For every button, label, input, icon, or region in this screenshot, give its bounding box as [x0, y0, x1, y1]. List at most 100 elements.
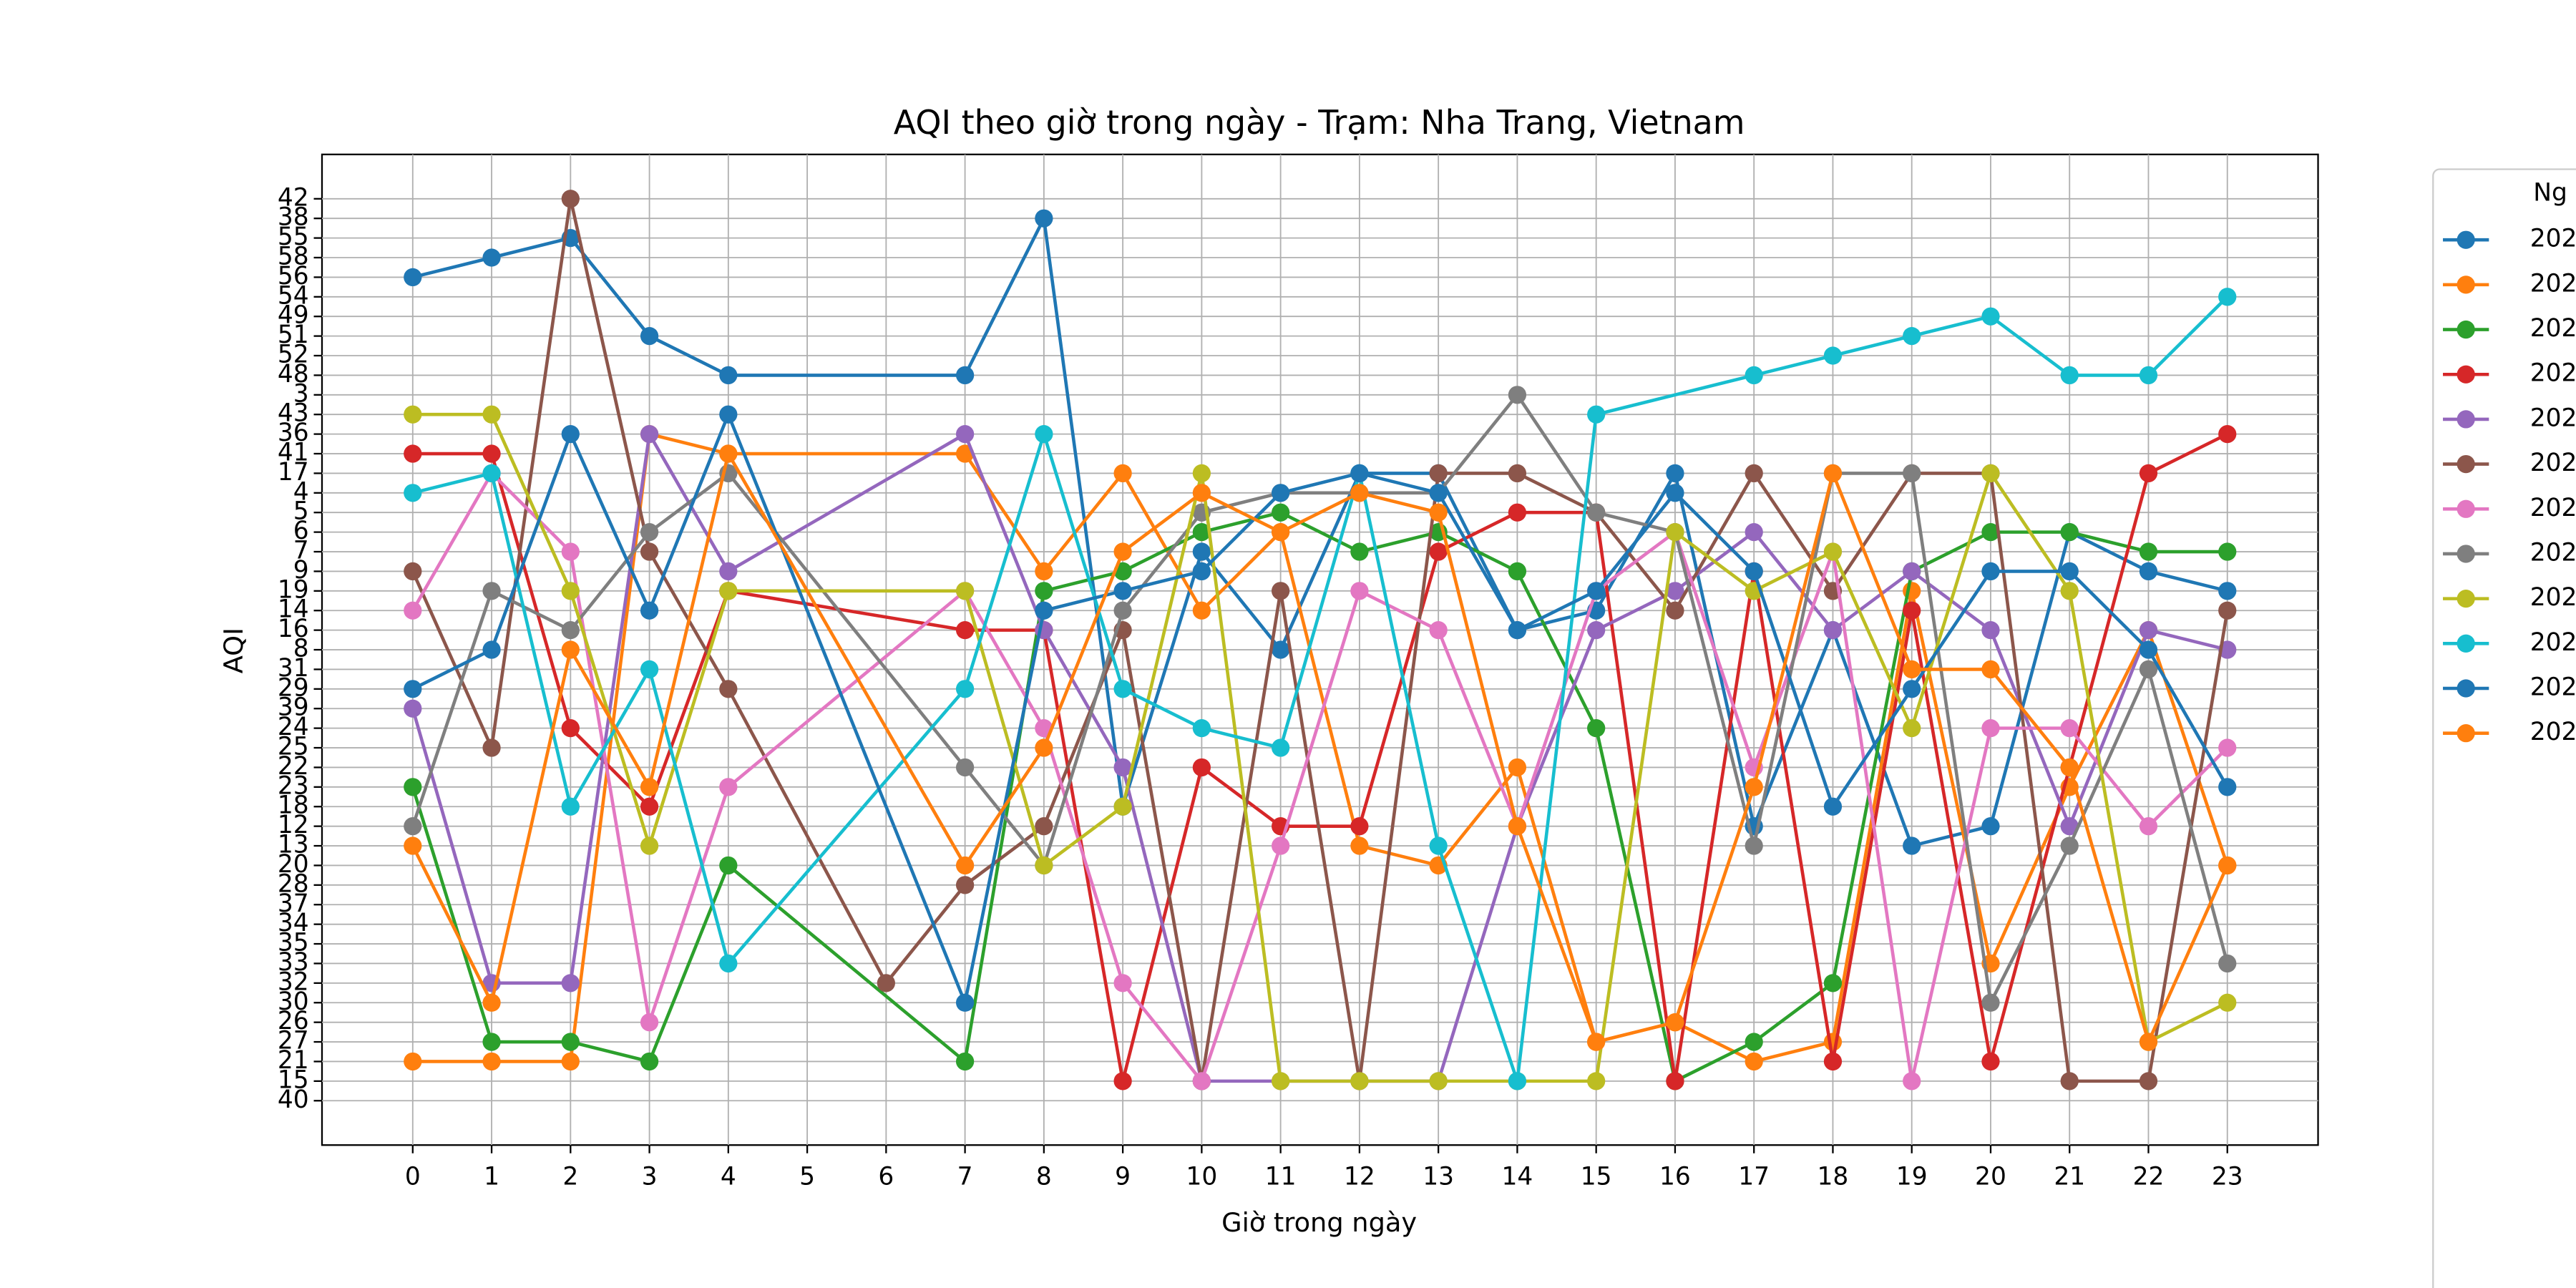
point [404, 836, 422, 855]
point [2060, 582, 2079, 600]
point [2139, 640, 2158, 659]
y-tick-label: 13 [278, 831, 309, 859]
y-tick-label: 16 [278, 615, 309, 643]
point [561, 719, 580, 738]
point [640, 601, 659, 620]
y-tick-label: 40 [278, 1085, 309, 1114]
point [1035, 424, 1053, 444]
y-tick-label: 23 [278, 771, 309, 800]
y-tick-label: 5 [293, 497, 309, 526]
point [2060, 836, 2079, 855]
point [1113, 758, 1132, 777]
point [2218, 582, 2237, 600]
point [2060, 1072, 2079, 1091]
point [561, 582, 580, 600]
point [1429, 621, 1448, 640]
point [1113, 974, 1132, 992]
point [1192, 601, 1211, 620]
y-tick-label: 54 [278, 281, 309, 310]
point [955, 856, 975, 875]
y-tick-label: 6 [293, 517, 309, 545]
point [640, 778, 659, 796]
x-tick-label: 19 [1896, 1163, 1928, 1191]
point [1823, 1033, 1843, 1051]
y-tick-label: 36 [278, 419, 309, 447]
point [1981, 719, 2000, 738]
point [482, 464, 501, 483]
y-tick-label: 38 [278, 203, 309, 232]
point [1666, 523, 1684, 542]
y-tick-label: 33 [278, 948, 309, 977]
point [719, 856, 738, 875]
point [1666, 1072, 1684, 1091]
point [1035, 817, 1053, 836]
y-tick-label: 17 [278, 458, 309, 487]
point [1745, 464, 1763, 483]
y-tick-label: 24 [278, 713, 309, 741]
point [1192, 523, 1211, 542]
y-tick-label: 14 [278, 595, 309, 624]
legend-label: 202 [2530, 494, 2576, 522]
point [482, 993, 501, 1012]
point [561, 1033, 580, 1051]
point [640, 523, 659, 542]
point [1113, 601, 1132, 620]
x-tick-label: 23 [2212, 1163, 2243, 1191]
x-tick-label: 2 [562, 1163, 578, 1191]
point [1981, 562, 2000, 581]
x-tick-label: 9 [1115, 1163, 1131, 1191]
legend-marker [2457, 275, 2475, 294]
point [1272, 836, 1290, 855]
point [1508, 758, 1527, 777]
legend-marker [2457, 365, 2475, 384]
x-tick-label: 15 [1581, 1163, 1612, 1191]
point [1192, 562, 1211, 581]
point [1903, 660, 1921, 679]
x-tick-label: 1 [484, 1163, 499, 1191]
point [1903, 464, 1921, 483]
x-tick-label: 4 [721, 1163, 736, 1191]
point [955, 582, 975, 600]
point [1823, 346, 1843, 365]
point [719, 778, 738, 796]
y-tick-label: 32 [278, 967, 309, 996]
point [1192, 758, 1211, 777]
y-tick-label: 51 [278, 321, 309, 349]
point [1745, 778, 1763, 796]
point [640, 1052, 659, 1071]
point [1035, 582, 1053, 600]
point [404, 778, 422, 796]
legend-marker [2457, 499, 2475, 518]
point [482, 444, 501, 463]
y-tick-label: 34 [278, 909, 309, 937]
point [1192, 719, 1211, 738]
point [561, 1052, 580, 1071]
point [482, 582, 501, 600]
point [1429, 503, 1448, 522]
x-tick-label: 18 [1818, 1163, 1849, 1191]
point [1981, 1052, 2000, 1071]
y-tick-label: 25 [278, 733, 309, 761]
point [1745, 1052, 1763, 1071]
point [1192, 484, 1211, 502]
point [404, 484, 422, 502]
point [1587, 621, 1606, 640]
point [561, 621, 580, 640]
x-tick-label: 21 [2054, 1163, 2085, 1191]
point [2139, 621, 2158, 640]
point [1113, 797, 1132, 816]
point [1745, 366, 1763, 385]
y-tick-label: 19 [278, 575, 309, 604]
point [1587, 582, 1606, 600]
series-line [411, 410, 2229, 1009]
point [561, 424, 580, 444]
point [1903, 1072, 1921, 1091]
legend-marker [2457, 454, 2475, 474]
y-tick-label: 12 [278, 811, 309, 839]
y-tick-label: 37 [278, 889, 309, 918]
point [404, 817, 422, 836]
point [2218, 856, 2237, 875]
point [719, 405, 738, 424]
point [1745, 1033, 1763, 1051]
point [2060, 562, 2079, 581]
